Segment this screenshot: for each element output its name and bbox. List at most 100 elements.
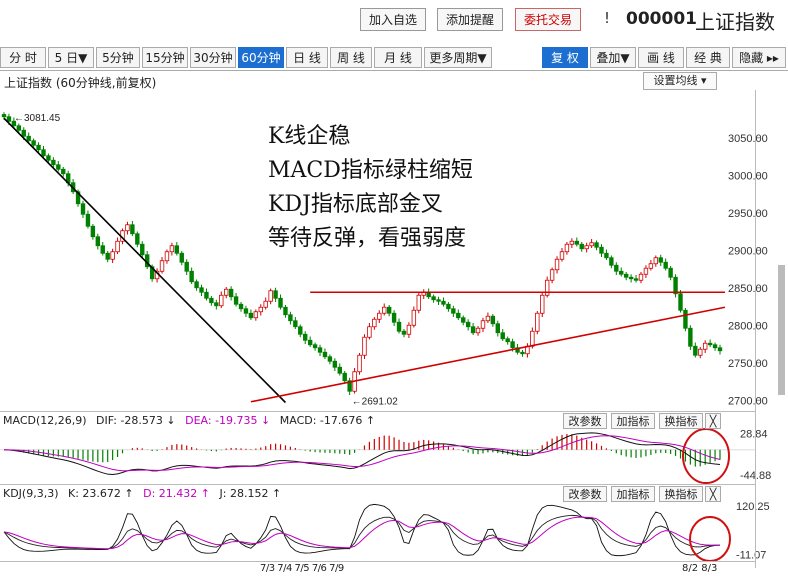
candle-body: [303, 333, 308, 341]
kdj-tick-label: -11.07: [736, 550, 766, 562]
macd-highlight-circle: [682, 428, 730, 484]
candle-body: [475, 327, 481, 334]
candle-body: [110, 251, 115, 260]
candle-body: [456, 312, 461, 319]
trade-button[interactable]: 委托交易: [515, 8, 581, 31]
candle-body: [61, 168, 66, 175]
macd-close-button[interactable]: ╳: [705, 413, 721, 429]
candle-body: [702, 342, 708, 350]
candle-body: [362, 336, 367, 356]
candle-body: [179, 252, 184, 263]
price-tick-label: 3000.00: [728, 170, 768, 182]
tab-more-periods[interactable]: 更多周期▼: [424, 47, 492, 68]
kdj-tick-label: 120.25: [736, 501, 770, 513]
candle-body: [717, 347, 723, 352]
price-tick-label: 2750.00: [728, 358, 768, 370]
trend-line: [250, 306, 726, 403]
macd-tick-label: 28.84: [740, 428, 768, 440]
candle-body: [386, 306, 392, 314]
candle-body: [643, 267, 649, 275]
candle-body: [6, 116, 12, 122]
tab-60min[interactable]: 60分钟: [238, 47, 284, 68]
tab-monthly[interactable]: 月 线: [374, 47, 422, 68]
candle-body: [485, 315, 491, 322]
chart-title: 上证指数 (60分钟线,前复权): [4, 76, 157, 90]
add-watchlist-button[interactable]: 加入自选: [360, 8, 426, 31]
candle-body: [584, 245, 589, 250]
candle-body: [90, 225, 96, 238]
candle-body: [599, 246, 604, 254]
candle-body: [288, 314, 293, 322]
candle-body: [233, 296, 239, 305]
tab-30min[interactable]: 30分钟: [190, 47, 236, 68]
candle-body: [530, 330, 535, 347]
x-axis-divider: [0, 561, 755, 562]
candle-body: [579, 243, 584, 250]
candle-body: [465, 321, 471, 328]
candle-body: [140, 243, 145, 256]
add-alert-button[interactable]: 添加提醒: [437, 8, 503, 31]
kdj-pane-divider: [0, 484, 755, 485]
kdj-close-button[interactable]: ╳: [705, 486, 721, 502]
candle-body: [293, 320, 298, 328]
candle-body: [401, 330, 407, 335]
tab-5min[interactable]: 5分钟: [96, 47, 140, 68]
candle-body: [322, 351, 328, 358]
kdj-add-indicator-button[interactable]: 加指标: [611, 486, 655, 502]
scrollbar[interactable]: [778, 265, 785, 395]
candle-body: [263, 300, 268, 308]
tab-adjust[interactable]: 复 权: [542, 47, 588, 68]
tab-15min[interactable]: 15分钟: [142, 47, 188, 68]
candle-body: [628, 276, 634, 280]
candle-body: [461, 317, 466, 323]
candle-body: [406, 324, 412, 335]
candle-body: [317, 347, 323, 353]
candle-body: [510, 341, 515, 349]
kdj-d-line: [3, 516, 721, 550]
macd-series: 28.84-44.88: [0, 428, 771, 482]
candle-body: [298, 326, 303, 335]
tab-classic[interactable]: 经 典: [686, 47, 730, 68]
kdj-j-line: [3, 503, 721, 557]
annotation-line-1: K线企稳: [268, 124, 351, 149]
candle-body: [31, 140, 36, 146]
candle-body: [544, 279, 550, 296]
tab-overlay[interactable]: 叠加▼: [590, 47, 636, 68]
kdj-edit-params-button[interactable]: 改参数: [563, 486, 607, 502]
candle-body: [75, 191, 81, 205]
candle-body: [367, 326, 372, 338]
candle-body: [554, 258, 560, 271]
macd-legend-name: MACD(12,26,9): [3, 414, 87, 427]
tab-hide[interactable]: 隐藏 ▸▸: [732, 47, 786, 68]
candle-body: [130, 224, 135, 235]
price-tick-label: 2950.00: [728, 208, 768, 220]
candle-body: [658, 257, 663, 263]
macd-edit-params-button[interactable]: 改参数: [563, 413, 607, 429]
tab-intraday[interactable]: 分 时: [0, 47, 46, 68]
tab-weekly[interactable]: 周 线: [330, 47, 372, 68]
ma-settings-button[interactable]: 设置均线 ▾: [643, 72, 717, 90]
candle-body: [169, 245, 175, 253]
trend-line: [3, 117, 287, 404]
candle-body: [441, 300, 446, 305]
tab-daily[interactable]: 日 线: [286, 47, 328, 68]
macd-legend-macd: MACD: -17.676 ↑: [279, 414, 376, 427]
candle-body: [678, 293, 683, 311]
candle-body: [224, 288, 229, 296]
macd-add-indicator-button[interactable]: 加指标: [611, 413, 655, 429]
tab-draw-line[interactable]: 画 线: [638, 47, 684, 68]
macd-switch-indicator-button[interactable]: 换指标: [659, 413, 703, 429]
candle-body: [480, 320, 486, 329]
candle-body: [707, 342, 713, 346]
candlestick-series: [1, 112, 723, 395]
candle-body: [609, 257, 614, 266]
kdj-switch-indicator-button[interactable]: 换指标: [659, 486, 703, 502]
candle-body: [189, 270, 194, 283]
candle-body: [540, 294, 545, 314]
candle-body: [41, 149, 46, 157]
tab-5day[interactable]: 5 日▼: [48, 47, 94, 68]
annotation-line-3: KDJ指标底部金叉: [268, 192, 443, 217]
candle-body: [273, 290, 278, 299]
candle-body: [495, 323, 500, 334]
candle-body: [258, 306, 263, 313]
